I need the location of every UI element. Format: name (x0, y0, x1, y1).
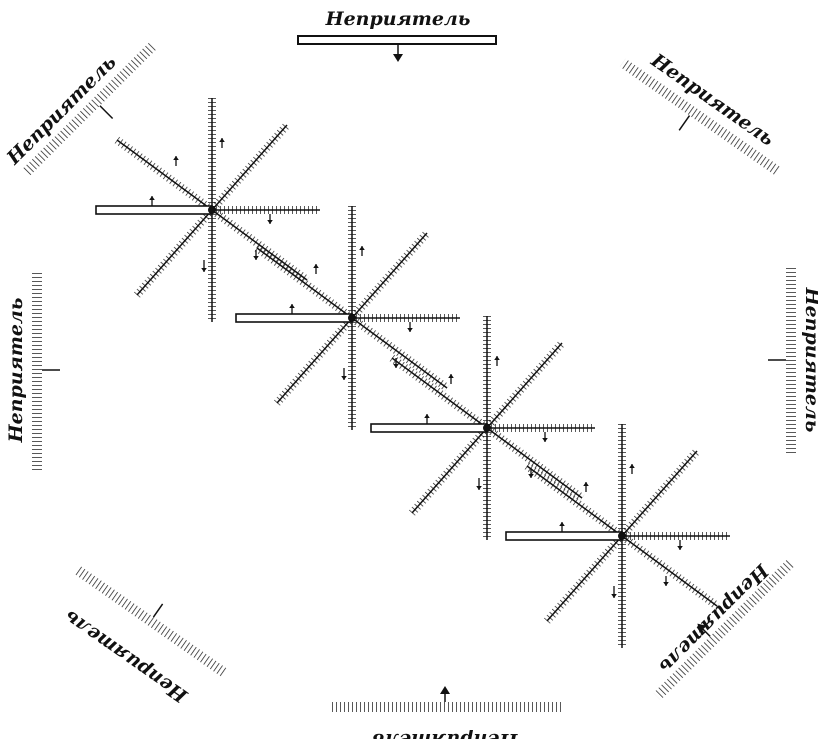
enemy-top-left-label: Неприятель (2, 51, 121, 170)
formation-group-1 (95, 98, 320, 322)
formation-arrow-head (341, 376, 347, 380)
formation-arrow-head (253, 256, 259, 260)
formation-arrow-head (677, 546, 683, 550)
enemy-bottom-label: Неприятель (373, 729, 519, 739)
formation-group-2 (235, 206, 460, 430)
formation-arrow-head (424, 414, 430, 418)
enemy-top-line (297, 35, 497, 45)
formation-arrow-head (663, 582, 669, 586)
formation-arrow-head (173, 156, 179, 160)
enemy-bottom-right-line (653, 558, 796, 701)
formation-arrow-head (559, 522, 565, 526)
formation-arrow-head (542, 438, 548, 442)
enemy-bottom-left-arrow (152, 603, 164, 618)
formation-arrow-head (313, 264, 319, 268)
formation-arrow-head (448, 374, 454, 378)
formation-arrow-head (149, 196, 155, 200)
enemy-top-right-line (619, 58, 782, 176)
formation-arrow-head (407, 328, 413, 332)
formation-arrow-head (476, 486, 482, 490)
enemy-bottom: Неприятель (330, 686, 562, 739)
formation-center (208, 206, 216, 214)
enemy-top-arrowhead (393, 54, 403, 62)
formation-center (483, 424, 491, 432)
enemy-top-right-arrow (678, 115, 691, 131)
enemy-top-left-line (22, 42, 157, 177)
formation-arrow-head (359, 246, 365, 250)
formation-arrow-head (267, 220, 273, 224)
enemy-left: Неприятель (5, 270, 60, 470)
enemy-right-line (786, 265, 796, 455)
enemy-top-left-arrow (99, 105, 114, 120)
enemy-bottom-left-label: Неприятель (60, 606, 192, 708)
enemy-bottom-line (330, 702, 562, 712)
formation-arrow-head (494, 356, 500, 360)
enemy-left-label: Неприятель (5, 298, 27, 444)
enemy-left-line (32, 270, 42, 470)
enemy-right-label: Неприятель (801, 287, 818, 433)
formation-chain (95, 98, 730, 648)
enemy-top-label: Неприятель (325, 8, 471, 30)
formation-arrow-head (289, 304, 295, 308)
formation-group-4 (505, 424, 730, 648)
formation-group-3 (370, 316, 595, 540)
enemy-top-right-label: Неприятель (646, 49, 778, 151)
formation-horizontal-bar (95, 205, 213, 215)
formation-arrow-head (611, 594, 617, 598)
formation-center (348, 314, 356, 322)
formation-arrow-head (583, 482, 589, 486)
formation-center (618, 532, 626, 540)
enemy-top: Неприятель (297, 8, 497, 62)
formation-arrow-head (201, 268, 207, 272)
enemy-bottom-left-line (73, 565, 228, 677)
formation-arrow-head (528, 474, 534, 478)
enemy-bottom-left: Неприятель (60, 565, 228, 708)
formation-arrow-head (629, 464, 635, 468)
enemy-top-left: Неприятель (2, 42, 157, 177)
enemy-top-right: Неприятель (619, 49, 782, 176)
formation-horizontal-bar (505, 531, 623, 541)
formation-horizontal-bar (235, 313, 353, 323)
formation-horizontal-bar (370, 423, 488, 433)
formation-arrow-head (219, 138, 225, 142)
enemy-right: Неприятель (768, 265, 818, 455)
